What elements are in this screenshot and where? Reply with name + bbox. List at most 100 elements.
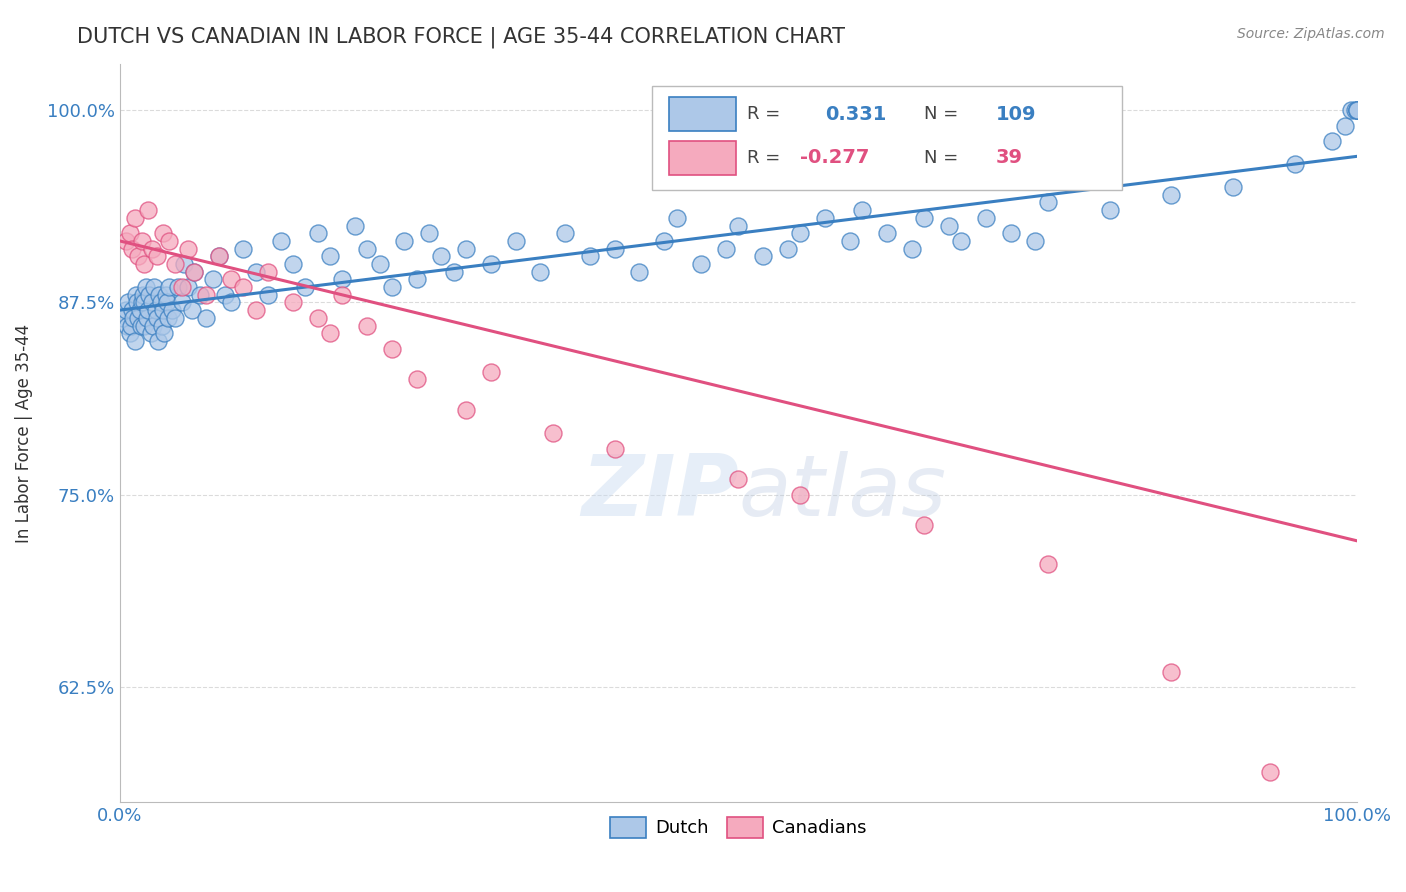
Text: N =: N = (924, 105, 959, 123)
Point (356, 318, 378, 333)
Point (851, 203, 873, 218)
Point (1036, 557, 1059, 571)
Point (157, 234, 180, 248)
Text: Source: ZipAtlas.com: Source: ZipAtlas.com (1237, 27, 1385, 41)
Point (160, 303, 183, 318)
Point (125, 287, 148, 301)
Text: 39: 39 (995, 148, 1022, 168)
Point (876, 226, 898, 240)
Point (112, 310, 135, 325)
Point (165, 310, 187, 325)
Point (938, 219, 960, 233)
Point (912, 518, 935, 533)
Point (838, 234, 860, 248)
Point (281, 257, 304, 271)
Point (148, 287, 170, 301)
Point (579, 249, 602, 263)
Point (1346, 103, 1368, 118)
Point (208, 249, 231, 263)
Point (443, 265, 465, 279)
Point (195, 310, 218, 325)
Point (139, 326, 162, 341)
Point (628, 265, 651, 279)
Point (727, 219, 749, 233)
Point (332, 272, 354, 286)
Point (1284, 157, 1306, 171)
Point (456, 403, 478, 417)
Point (368, 257, 391, 271)
Point (1036, 195, 1059, 210)
Point (131, 234, 153, 248)
Point (727, 472, 749, 486)
Point (814, 211, 837, 225)
Point (789, 488, 811, 502)
Point (156, 295, 179, 310)
Point (115, 303, 138, 318)
Point (690, 257, 713, 271)
Point (479, 257, 502, 271)
Point (319, 249, 342, 263)
Point (134, 318, 156, 333)
Point (118, 326, 141, 341)
Point (122, 310, 145, 325)
Point (127, 310, 149, 325)
Point (132, 287, 155, 301)
Point (554, 226, 576, 240)
Point (1346, 103, 1368, 118)
Text: -0.277: -0.277 (800, 148, 870, 168)
Point (127, 249, 149, 263)
Point (141, 295, 163, 310)
Point (281, 295, 304, 310)
Point (789, 226, 811, 240)
Point (479, 365, 502, 379)
Point (129, 318, 152, 333)
Point (219, 295, 242, 310)
Point (219, 272, 242, 286)
Point (270, 234, 292, 248)
Point (1160, 665, 1182, 679)
Point (124, 211, 146, 225)
Point (152, 303, 174, 318)
Point (170, 280, 193, 294)
Point (115, 234, 138, 248)
Point (121, 242, 143, 256)
Point (381, 280, 404, 294)
Point (165, 257, 187, 271)
Point (232, 242, 254, 256)
Point (356, 242, 378, 256)
Point (208, 249, 231, 263)
Point (177, 242, 200, 256)
Point (146, 249, 169, 263)
Point (752, 249, 775, 263)
Point (294, 280, 316, 294)
FancyBboxPatch shape (669, 141, 735, 175)
Point (456, 242, 478, 256)
Point (125, 295, 148, 310)
Point (1322, 134, 1344, 148)
Text: R =: R = (747, 105, 780, 123)
Point (146, 310, 169, 325)
Point (529, 265, 551, 279)
Point (214, 287, 236, 301)
Point (245, 265, 267, 279)
Point (405, 272, 427, 286)
Point (232, 280, 254, 294)
Point (257, 287, 280, 301)
Point (117, 295, 139, 310)
Point (652, 234, 675, 248)
Point (541, 426, 564, 441)
Point (714, 242, 737, 256)
Text: 0.331: 0.331 (825, 104, 886, 124)
Point (195, 287, 218, 301)
Point (912, 211, 935, 225)
Point (603, 242, 626, 256)
Point (177, 280, 200, 294)
Text: 109: 109 (995, 104, 1036, 124)
Point (188, 287, 211, 301)
Point (900, 242, 922, 256)
Point (1098, 203, 1121, 218)
Point (1346, 103, 1368, 118)
Point (173, 257, 195, 271)
Point (115, 318, 138, 333)
Point (1333, 119, 1355, 133)
